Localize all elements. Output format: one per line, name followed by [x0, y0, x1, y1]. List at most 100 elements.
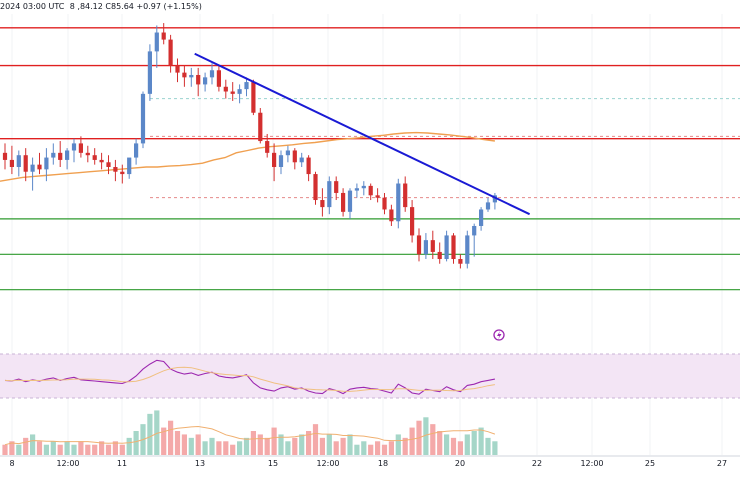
rsi-signal-line	[4, 366, 495, 392]
candle-body	[127, 157, 132, 175]
candle-body	[161, 32, 166, 40]
volume-bar	[57, 444, 63, 455]
candle-body	[361, 185, 366, 189]
candle-body	[389, 209, 394, 222]
volume-bar	[471, 431, 477, 455]
volume-bar	[71, 444, 77, 455]
candle-body	[285, 150, 290, 156]
volume-bar	[457, 441, 463, 455]
candle-body	[2, 152, 8, 160]
candle-body	[258, 112, 263, 142]
candle-body	[196, 74, 201, 85]
volume-bar	[154, 410, 160, 455]
volume-bar	[243, 437, 250, 455]
candle-body	[251, 82, 256, 113]
x-tick-label: 20	[455, 459, 465, 468]
volume-bar	[64, 441, 70, 455]
candle-body	[230, 91, 235, 94]
candle-body	[479, 209, 484, 226]
candle-body	[244, 82, 249, 90]
candle-body	[9, 159, 14, 167]
volume-bar	[92, 444, 98, 455]
rsi-line	[4, 359, 496, 395]
candle-body	[113, 167, 118, 172]
x-tick-label: 22	[532, 459, 542, 468]
volume-bar	[30, 434, 36, 455]
candle-body	[209, 70, 215, 78]
volume-bar	[388, 441, 394, 455]
volume-bar	[181, 434, 187, 455]
candle-body	[334, 181, 339, 193]
candle-body	[485, 202, 491, 210]
volume-bar	[216, 441, 222, 455]
volume-bar	[112, 441, 118, 455]
moving-average-path	[0, 131, 495, 182]
candle-body	[299, 157, 304, 163]
x-tick-label: 25	[645, 459, 655, 468]
candle-body	[278, 155, 284, 167]
volume-bar	[16, 444, 22, 455]
x-tick-label: 15	[268, 459, 278, 468]
volume-bar	[23, 437, 29, 455]
candle-body	[347, 190, 353, 212]
candle-body	[396, 183, 401, 222]
trend-line	[194, 52, 531, 216]
candle-body	[410, 207, 415, 236]
volume-bar	[347, 434, 353, 455]
x-tick-label: 13	[195, 459, 205, 468]
candle-body	[140, 93, 146, 144]
candle-body	[175, 65, 180, 73]
volume-bar	[250, 431, 256, 455]
volume-bar	[368, 444, 374, 455]
x-tick-label: 12:00	[56, 459, 79, 468]
candle-body	[437, 251, 442, 260]
candle-body	[71, 143, 77, 151]
volume-bar	[99, 441, 105, 455]
candle-body	[327, 181, 332, 208]
candle-body	[44, 157, 49, 170]
header-ohlc: 8 ,84.12 C85.64 +0.97 (+1.15%)	[70, 2, 202, 11]
volume-bar	[437, 431, 443, 455]
moving-average-line	[0, 131, 495, 182]
volume-bar	[326, 434, 332, 455]
volume-bar	[105, 444, 112, 455]
volume-bar	[126, 437, 132, 455]
candle-body	[423, 240, 428, 255]
volume-bar	[161, 427, 167, 455]
trend-line-segment	[194, 52, 531, 216]
candle-body	[416, 235, 422, 255]
volume-bar	[43, 444, 49, 455]
candle-body	[292, 150, 297, 163]
volume-bar	[430, 424, 436, 455]
volume-bar	[202, 441, 208, 455]
candle-body	[382, 197, 387, 210]
candlesticks	[2, 23, 497, 269]
rsi-panel	[0, 353, 740, 399]
x-tick-label: 11	[117, 459, 127, 468]
candle-body	[182, 72, 187, 78]
candle-body	[85, 152, 90, 156]
volume-bar	[257, 434, 263, 455]
volume-bar	[9, 441, 15, 455]
volume-bar	[492, 441, 498, 455]
volume-bar	[444, 434, 450, 455]
volume-bar	[381, 444, 388, 455]
candle-body	[354, 188, 359, 191]
candle-body	[237, 89, 242, 94]
candle-body	[92, 155, 97, 160]
volume-bar	[230, 444, 236, 455]
volume-bar	[147, 413, 153, 455]
volume-bar	[306, 431, 312, 455]
candle-body	[375, 195, 380, 198]
candle-body	[106, 162, 111, 167]
x-tick-label: 12:00	[316, 459, 339, 468]
volume-bar	[340, 437, 346, 455]
x-tick-label: 27	[717, 459, 727, 468]
volume-bar	[174, 431, 181, 455]
volume-bar	[168, 420, 174, 455]
lightning-icon[interactable]	[493, 329, 505, 341]
candle-body	[168, 39, 173, 66]
x-axis: 8 12:00 11 13 15 12:00 18 20 22 12:00 25 27	[0, 455, 740, 468]
candle-body	[430, 240, 435, 252]
